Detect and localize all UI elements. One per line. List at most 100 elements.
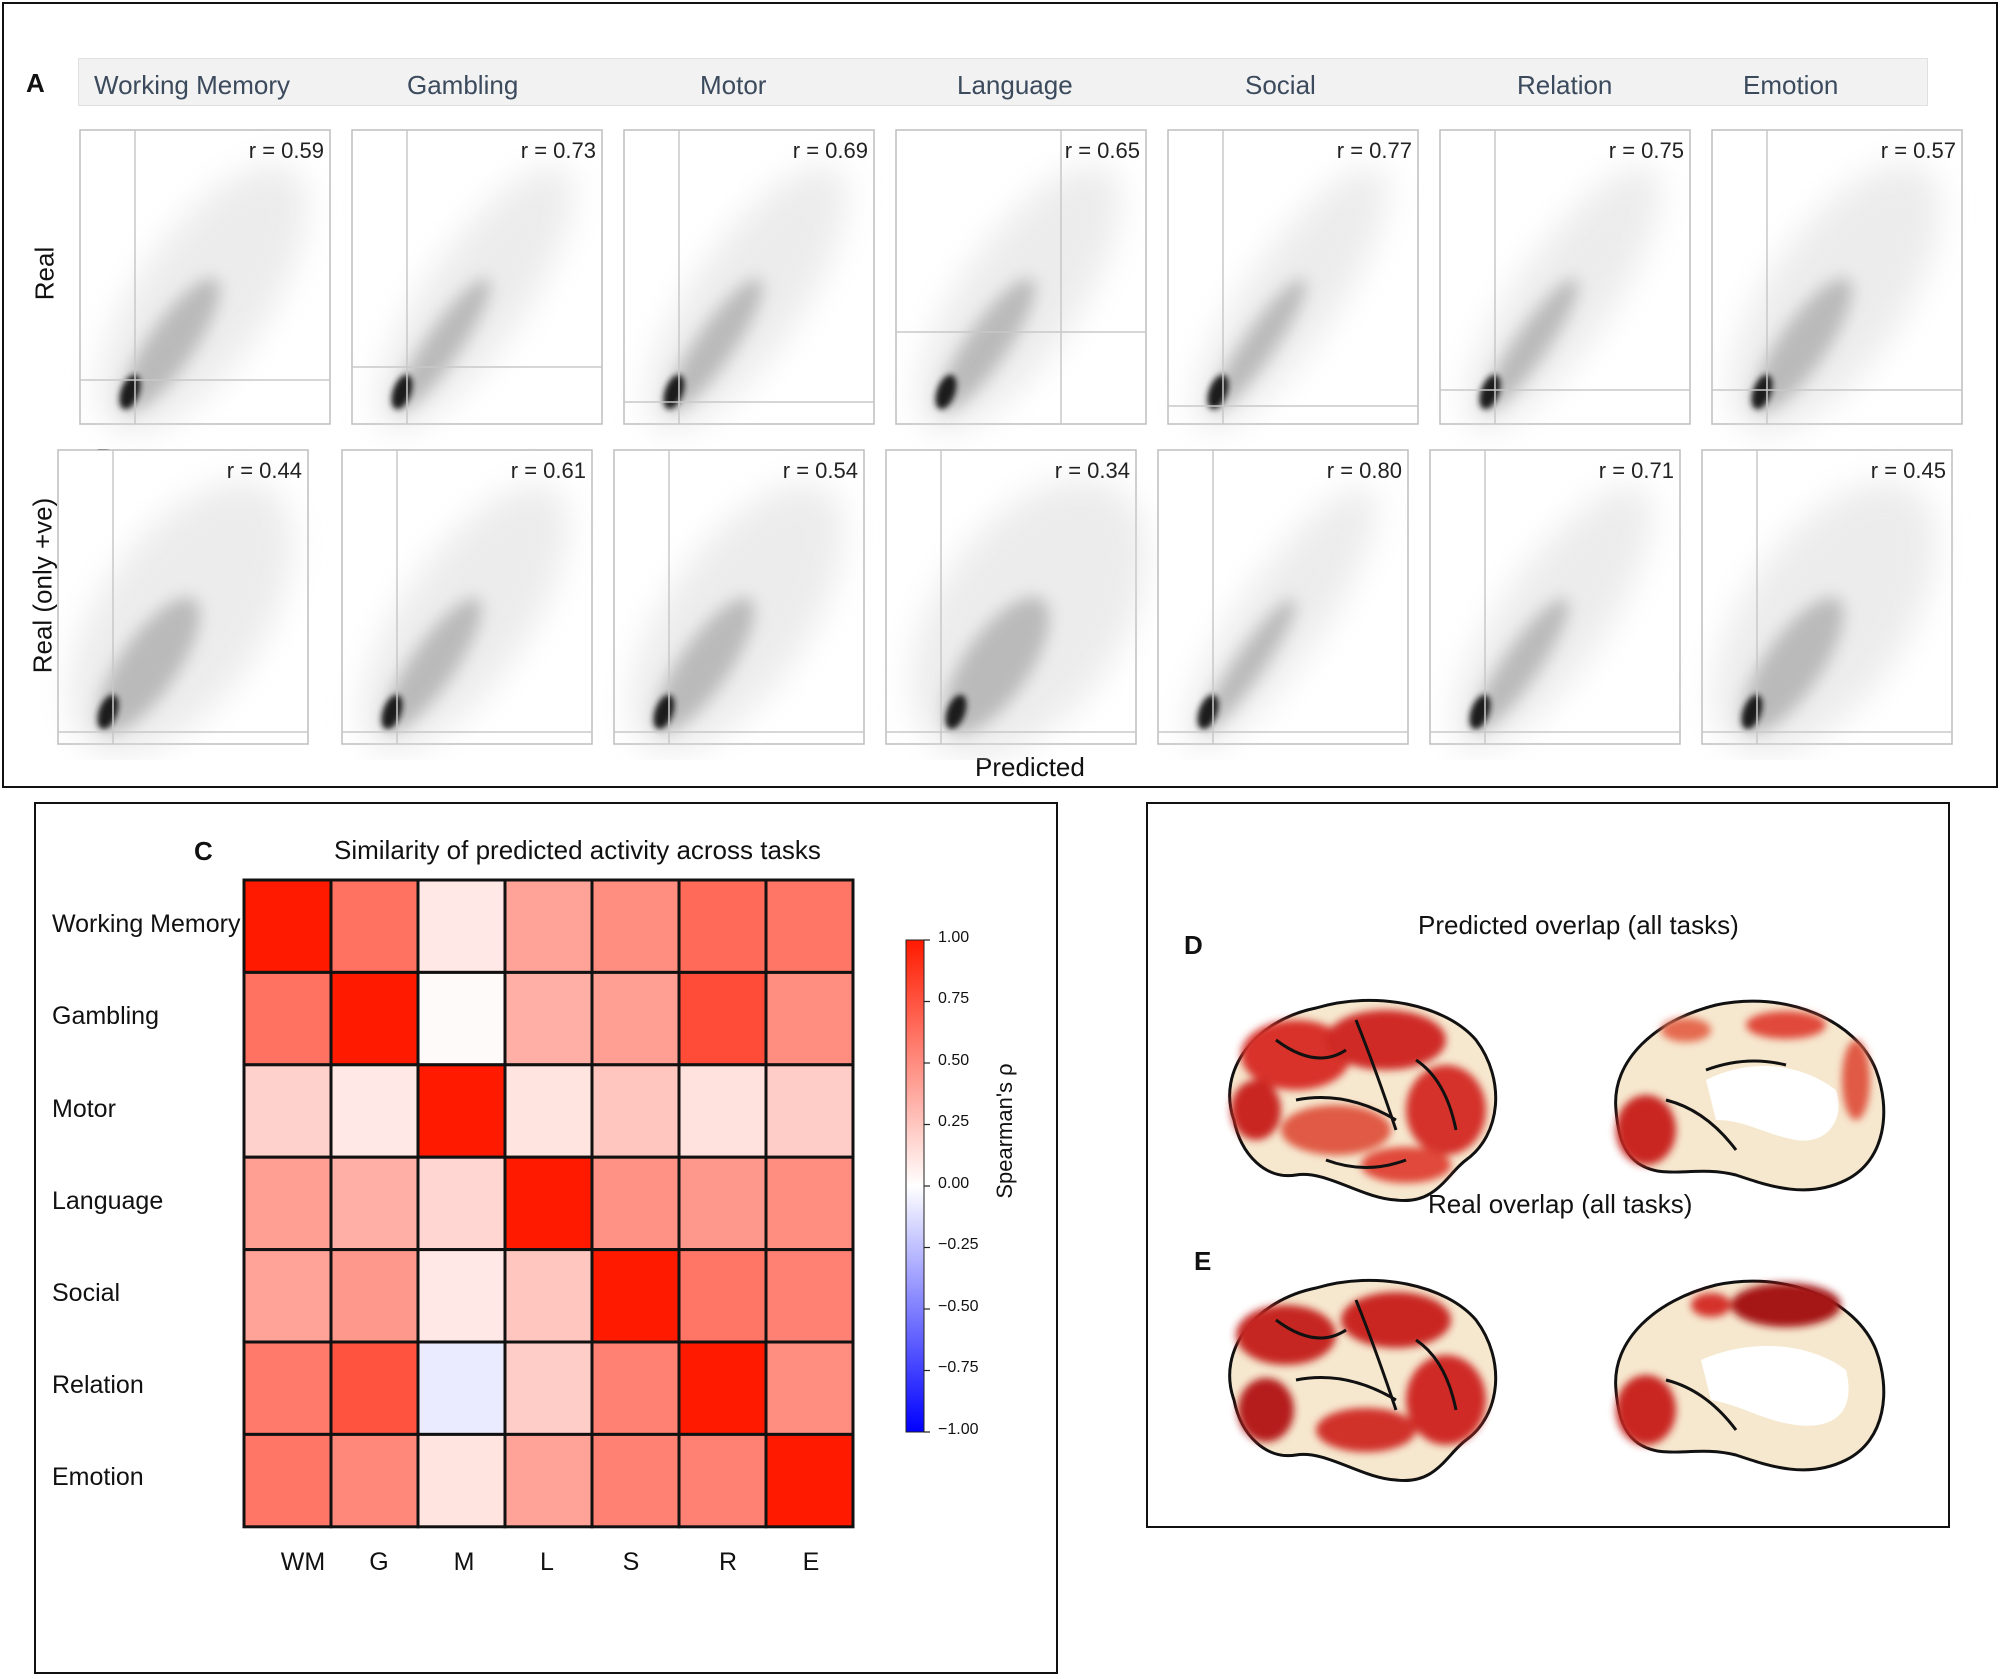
heatmap-cell — [677, 1340, 768, 1436]
colorbar-tick-label: 0.75 — [938, 990, 970, 1007]
colorbar-tick-label: 0.25 — [938, 1113, 970, 1130]
heatmap-cell — [416, 1248, 507, 1344]
heatmap-cell — [590, 878, 681, 974]
r-value-label: r = 0.57 — [1881, 138, 1956, 163]
panel-letter-d: D — [1184, 930, 1203, 960]
task-header-bar — [78, 58, 1928, 106]
r-value-label: r = 0.80 — [1327, 458, 1402, 483]
heatmap-cell — [329, 1063, 420, 1159]
density-band — [1211, 278, 1306, 412]
density-band — [383, 598, 482, 733]
task-header-motor: Motor — [700, 70, 767, 100]
heatmap-cell — [764, 1432, 855, 1529]
heatmap-cell — [677, 878, 768, 974]
heatmap-cell — [416, 1432, 507, 1529]
density-plot: r = 0.80 — [1157, 449, 1409, 750]
task-header-language: Language — [957, 70, 1073, 100]
heatmap-cell — [416, 1063, 507, 1159]
heatmap-cell — [764, 1063, 855, 1159]
density-band — [938, 278, 1036, 413]
r-value-label: r = 0.45 — [1871, 458, 1946, 483]
heatmap-cell — [242, 1063, 333, 1159]
heatmap-cell — [503, 1248, 594, 1344]
task-header-relation: Relation — [1517, 70, 1613, 100]
heatmap-col-label: L — [540, 1548, 554, 1576]
heatmap-col-label: E — [802, 1548, 820, 1576]
r-value-label: r = 0.73 — [521, 138, 596, 163]
colorbar-tick-label: −0.50 — [938, 1298, 979, 1315]
task-header-emotion: Emotion — [1743, 70, 1839, 100]
heatmap-cell — [329, 1155, 420, 1252]
heatmap-cell — [503, 1340, 594, 1436]
heatmap-cell — [677, 1063, 768, 1159]
colorbar-tick-label: 0.50 — [938, 1052, 970, 1069]
density-band — [1483, 278, 1579, 412]
heatmap-cell — [503, 970, 594, 1067]
brain-real-lateral — [1228, 1278, 1498, 1482]
heatmap-col-label: S — [622, 1548, 640, 1576]
colorbar-tick-label: −0.75 — [938, 1359, 979, 1376]
heatmap-cell — [590, 1155, 681, 1252]
heatmap-cell — [677, 970, 768, 1067]
density-band — [394, 278, 491, 412]
heatmap-cell — [590, 1432, 681, 1529]
colorbar-tick-label: 1.00 — [938, 929, 970, 946]
x-axis-label-predicted: Predicted — [975, 752, 1085, 782]
heatmap-cell — [503, 1432, 594, 1529]
r-value-label: r = 0.77 — [1337, 138, 1412, 163]
heatmap-cell — [764, 970, 855, 1067]
brain-images — [1228, 998, 1886, 1482]
heatmap-title: Similarity of predicted activity across … — [334, 835, 821, 865]
brain-predicted-lateral — [1228, 998, 1498, 1202]
heatmap-cell — [329, 1340, 420, 1436]
heatmap-cell — [764, 1248, 855, 1344]
heatmap-row-label: Working Memory — [52, 910, 241, 938]
heatmap-cell — [416, 878, 507, 974]
heatmap-cell — [677, 1248, 768, 1344]
r-value-label: r = 0.65 — [1065, 138, 1140, 163]
panel-letter-e: E — [1194, 1246, 1212, 1276]
heatmap-cell — [764, 1340, 855, 1436]
panel-letter-c: C — [194, 836, 213, 866]
heatmap-cell — [416, 1340, 507, 1436]
heatmap-cell — [590, 970, 681, 1067]
density-band — [666, 278, 763, 412]
density-band — [1472, 598, 1569, 732]
colorbar-tick-label: −0.25 — [938, 1236, 979, 1253]
density-band — [1201, 598, 1296, 732]
task-header-social: Social — [1245, 70, 1316, 100]
density-plot: r = 0.73 — [351, 129, 603, 431]
heatmap-cell — [764, 878, 855, 974]
heatmap-cell — [329, 1432, 420, 1529]
brain-real-medial — [1614, 1279, 1886, 1472]
density-band — [97, 597, 200, 734]
heatmap-row-label: Social — [52, 1279, 121, 1307]
density-plot: r = 0.44 — [57, 449, 309, 756]
r-value-label: r = 0.54 — [783, 458, 858, 483]
brain-predicted-medial — [1614, 999, 1886, 1192]
density-plot: r = 0.65 — [895, 129, 1147, 432]
heatmap-col-label: R — [718, 1548, 738, 1576]
heatmap-cell — [503, 1155, 594, 1252]
colorbar-label: Spearman's ρ — [992, 1063, 1017, 1199]
density-plot: r = 0.71 — [1429, 449, 1681, 751]
heatmap-cell — [329, 970, 420, 1067]
r-value-label: r = 0.69 — [793, 138, 868, 163]
colorbar-tick-label: −1.00 — [938, 1421, 979, 1438]
density-plot: r = 0.75 — [1439, 129, 1691, 431]
heatmap-cell — [242, 1340, 333, 1436]
heatmap-cell — [590, 1340, 681, 1436]
density-band — [654, 597, 755, 733]
density-core — [945, 694, 967, 730]
heatmap-row-label: Relation — [52, 1371, 144, 1399]
density-plots: r = 0.59 r = 0.73 r = 0.69 r = 0.65 r = 0.77… — [57, 129, 1963, 758]
density-plot: r = 0.34 — [885, 449, 1147, 758]
colorbar-tick-label: 0.00 — [938, 1175, 970, 1192]
heatmap-cell — [590, 1063, 681, 1159]
heatmap-cell — [677, 1432, 768, 1529]
density-plot: r = 0.61 — [341, 449, 593, 753]
density-plot: r = 0.59 — [79, 129, 331, 433]
density-core — [935, 374, 957, 410]
heatmap-col-label: M — [453, 1548, 475, 1576]
r-value-label: r = 0.59 — [249, 138, 324, 163]
